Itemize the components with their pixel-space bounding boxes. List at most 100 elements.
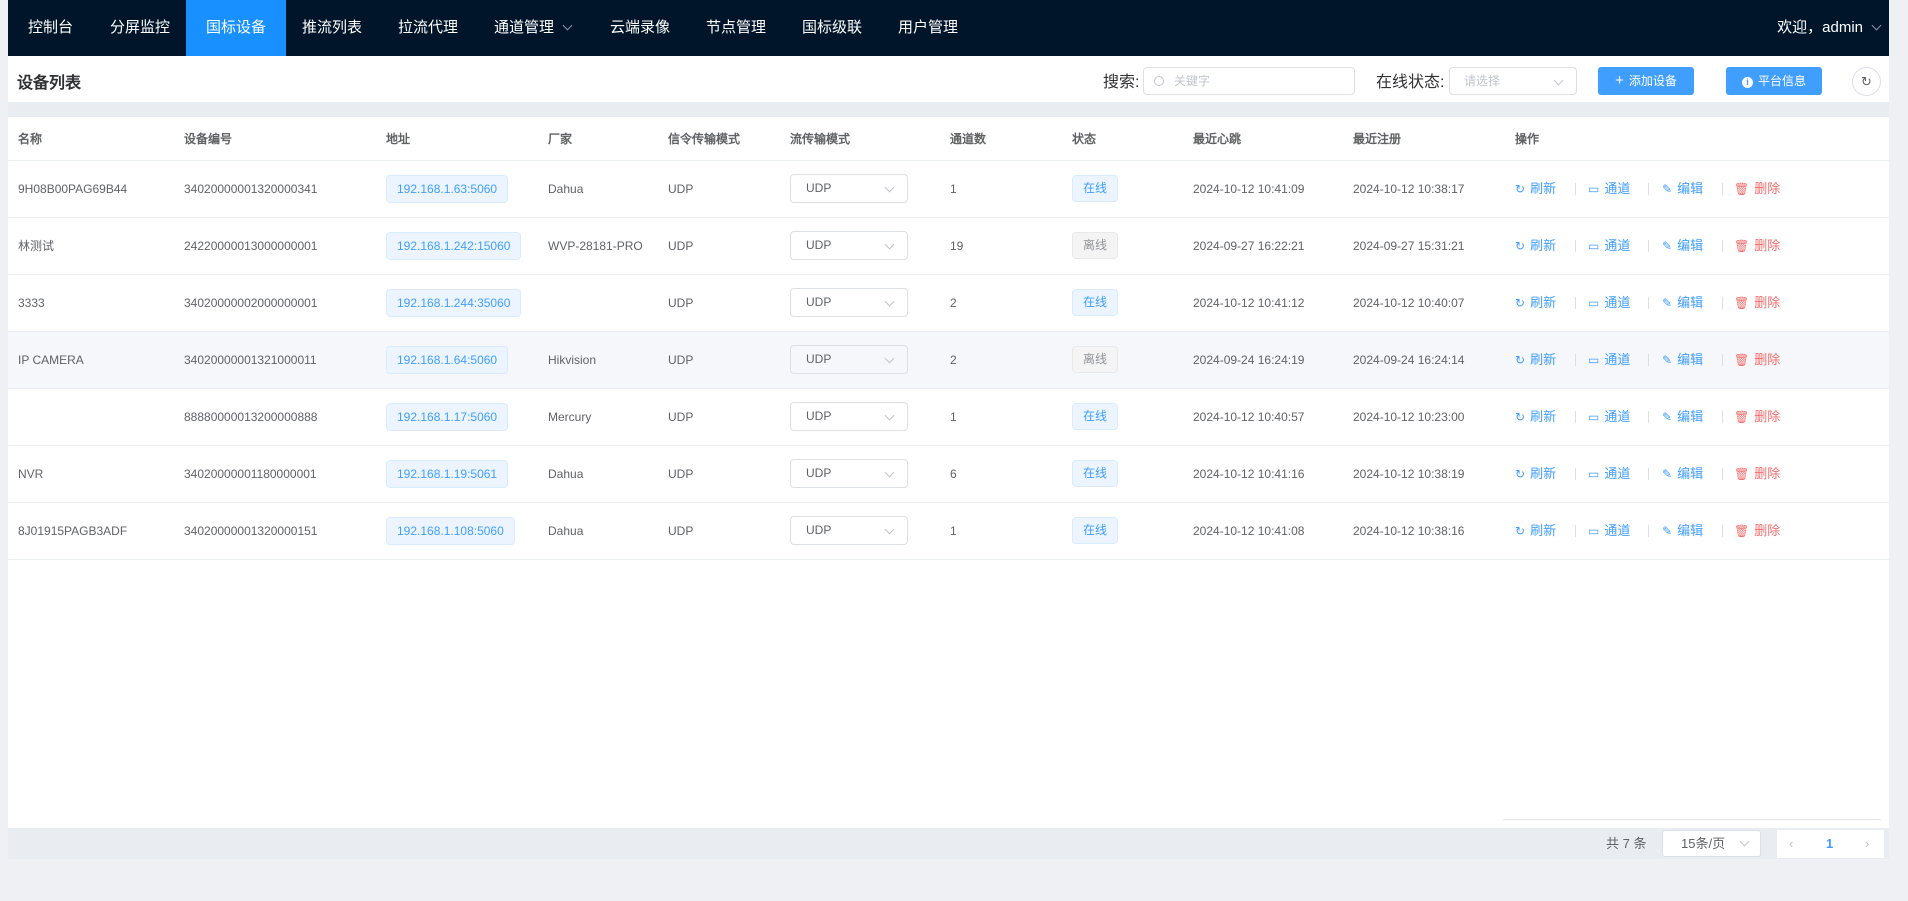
chevron-down-icon	[562, 20, 573, 31]
user-menu[interactable]: 欢迎，admin	[1777, 0, 1882, 56]
channel-count: 1	[950, 524, 957, 538]
channel-button[interactable]: ▭ 通道	[1588, 275, 1630, 331]
nav-item-6[interactable]: 云端录像	[590, 0, 690, 56]
delete-icon: 🗑	[1734, 353, 1750, 367]
refresh-button[interactable]: ↻ 刷新	[1515, 218, 1556, 274]
total-count: 共 7 条	[1606, 836, 1647, 851]
search-input[interactable]: 关键字	[1143, 67, 1355, 95]
last-heartbeat: 2024-09-24 16:24:19	[1193, 353, 1305, 367]
stream-mode-select[interactable]: UDP	[790, 345, 908, 374]
edit-button[interactable]: ✎ 编辑	[1662, 503, 1703, 559]
refresh-button[interactable]: ↻ 刷新	[1515, 161, 1556, 217]
edit-icon: ✎	[1662, 524, 1673, 538]
device-name: 9H08B00PAG69B44	[18, 182, 128, 196]
device-vendor: Mercury	[548, 410, 592, 424]
next-page-button[interactable]: ›	[1865, 836, 1870, 851]
stream-mode-select[interactable]: UDP	[790, 459, 908, 488]
edit-label: 编辑	[1677, 523, 1704, 538]
edit-button[interactable]: ✎ 编辑	[1662, 161, 1703, 217]
edit-button[interactable]: ✎ 编辑	[1662, 218, 1703, 274]
delete-button[interactable]: 🗑 删除	[1734, 503, 1780, 559]
action-separator	[1648, 468, 1649, 480]
channel-count: 2	[950, 296, 957, 310]
action-separator	[1722, 411, 1723, 423]
edit-icon: ✎	[1662, 239, 1673, 253]
status-filter-select[interactable]: 请选择	[1449, 67, 1577, 95]
status-badge: 在线	[1072, 403, 1119, 430]
channel-count: 6	[950, 467, 957, 481]
prev-page-button[interactable]: ‹	[1789, 836, 1794, 851]
nav-item-2[interactable]: 国标设备	[186, 0, 287, 56]
refresh-label: 刷新	[1530, 181, 1557, 196]
nav-item-3[interactable]: 推流列表	[282, 0, 382, 56]
channel-button[interactable]: ▭ 通道	[1588, 218, 1630, 274]
delete-label: 删除	[1754, 181, 1781, 196]
refresh-button[interactable]: ↻	[1852, 67, 1881, 96]
refresh-icon: ↻	[1515, 239, 1526, 253]
nav-item-label: 推流列表	[302, 19, 363, 36]
channel-button[interactable]: ▭ 通道	[1588, 503, 1630, 559]
status-badge: 在线	[1072, 460, 1119, 487]
delete-button[interactable]: 🗑 删除	[1734, 275, 1780, 331]
nav-item-0[interactable]: 控制台	[8, 0, 93, 56]
refresh-button[interactable]: ↻ 刷新	[1515, 332, 1556, 388]
edit-button[interactable]: ✎ 编辑	[1662, 446, 1703, 502]
stream-mode-select[interactable]: UDP	[790, 174, 908, 203]
platform-info-button[interactable]: i 平台信息	[1726, 67, 1822, 95]
delete-button[interactable]: 🗑 删除	[1734, 218, 1780, 274]
nav-item-4[interactable]: 拉流代理	[378, 0, 478, 56]
refresh-button[interactable]: ↻ 刷新	[1515, 503, 1556, 559]
refresh-label: 刷新	[1530, 238, 1557, 253]
stream-mode-select[interactable]: UDP	[790, 288, 908, 317]
nav-item-label: 通道管理	[494, 19, 555, 36]
edit-button[interactable]: ✎ 编辑	[1662, 332, 1703, 388]
chevron-down-icon	[884, 182, 895, 193]
channel-button[interactable]: ▭ 通道	[1588, 161, 1630, 217]
edit-label: 编辑	[1677, 409, 1704, 424]
stream-mode-select[interactable]: UDP	[790, 402, 908, 431]
channel-icon: ▭	[1588, 353, 1600, 367]
nav-item-1[interactable]: 分屏监控	[90, 0, 190, 56]
nav-item-7[interactable]: 节点管理	[686, 0, 786, 56]
delete-button[interactable]: 🗑 删除	[1734, 446, 1780, 502]
nav-item-8[interactable]: 国标级联	[782, 0, 882, 56]
delete-icon: 🗑	[1734, 239, 1750, 253]
chevron-down-icon	[884, 410, 895, 421]
nav-item-label: 国标级联	[802, 19, 863, 36]
delete-button[interactable]: 🗑 删除	[1734, 161, 1780, 217]
nav-item-5[interactable]: 通道管理	[474, 0, 591, 56]
page-1-button[interactable]: 1	[1826, 836, 1834, 851]
channel-button[interactable]: ▭ 通道	[1588, 332, 1630, 388]
horizontal-scrollbar[interactable]	[1503, 819, 1881, 820]
chevron-down-icon	[884, 524, 895, 535]
refresh-icon: ↻	[1861, 74, 1872, 89]
search-label: 搜索:	[1103, 74, 1140, 91]
last-register: 2024-10-12 10:38:17	[1353, 182, 1465, 196]
device-name: IP CAMERA	[18, 353, 84, 367]
refresh-icon: ↻	[1515, 353, 1526, 367]
stream-mode-select[interactable]: UDP	[790, 516, 908, 545]
device-vendor: Dahua	[548, 524, 584, 538]
refresh-label: 刷新	[1530, 409, 1557, 424]
add-device-button[interactable]: + 添加设备	[1598, 67, 1694, 95]
action-separator	[1648, 354, 1649, 366]
edit-button[interactable]: ✎ 编辑	[1662, 275, 1703, 331]
device-name: 林测试	[18, 239, 55, 253]
refresh-button[interactable]: ↻ 刷新	[1515, 275, 1556, 331]
column-header: 设备编号	[184, 132, 233, 146]
refresh-button[interactable]: ↻ 刷新	[1515, 446, 1556, 502]
channel-count: 2	[950, 353, 957, 367]
nav-item-9[interactable]: 用户管理	[878, 0, 978, 56]
channel-button[interactable]: ▭ 通道	[1588, 389, 1630, 445]
edit-label: 编辑	[1677, 295, 1704, 310]
delete-button[interactable]: 🗑 删除	[1734, 389, 1780, 445]
edit-button[interactable]: ✎ 编辑	[1662, 389, 1703, 445]
stream-mode-select[interactable]: UDP	[790, 231, 908, 260]
nav-item-label: 控制台	[28, 19, 74, 36]
channel-button[interactable]: ▭ 通道	[1588, 446, 1630, 502]
signal-transport: UDP	[668, 239, 694, 253]
delete-button[interactable]: 🗑 删除	[1734, 332, 1780, 388]
refresh-button[interactable]: ↻ 刷新	[1515, 389, 1556, 445]
delete-icon: 🗑	[1734, 410, 1750, 424]
page-size-select[interactable]: 15条/页	[1662, 830, 1761, 857]
